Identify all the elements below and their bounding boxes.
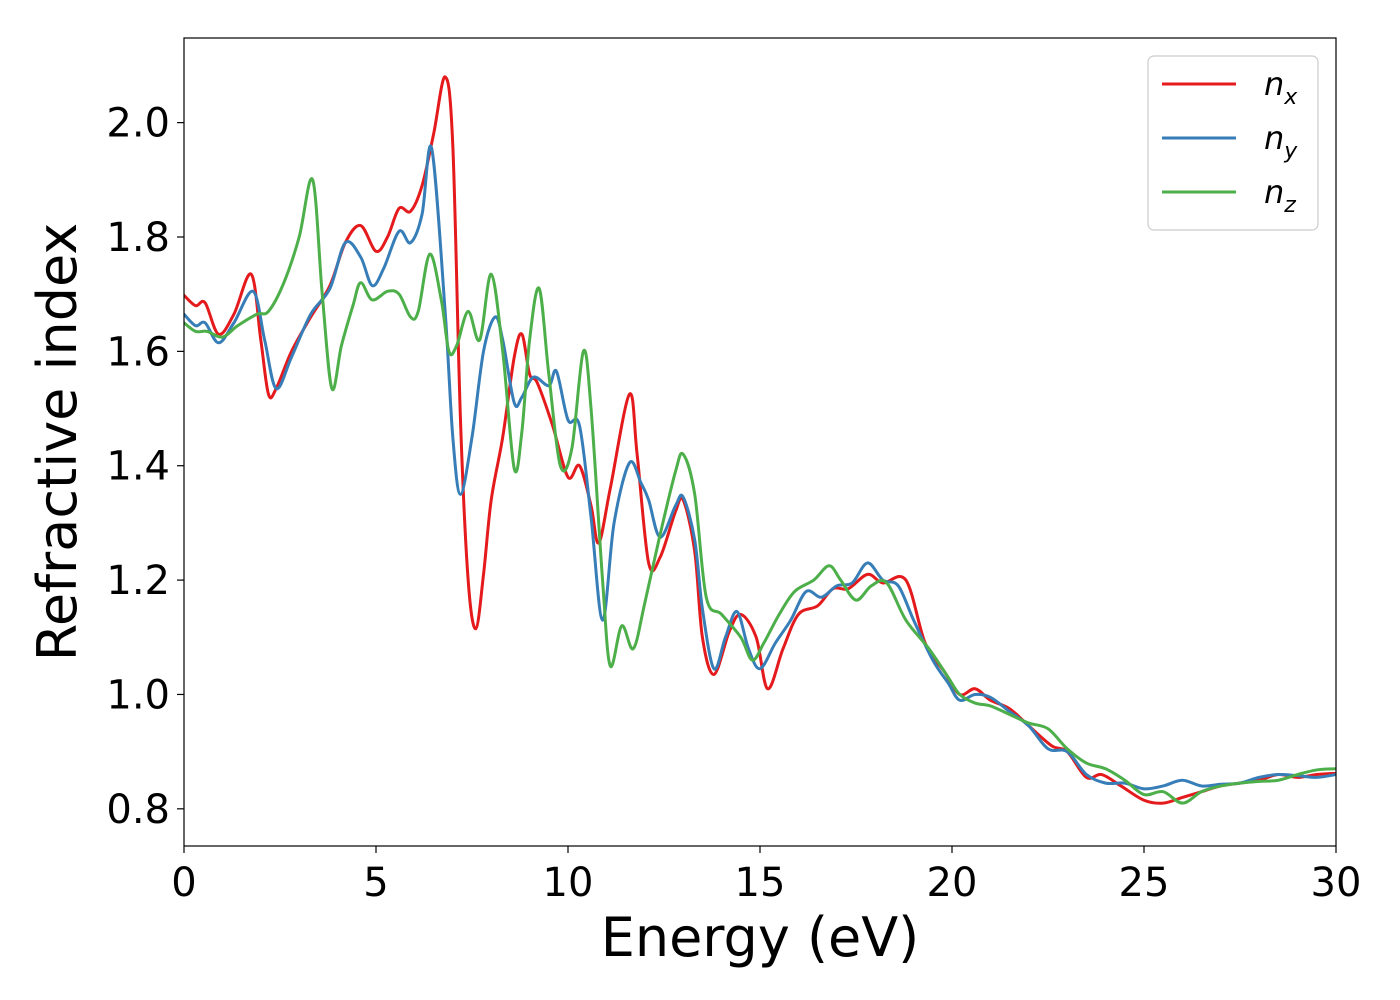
plot-area [184, 38, 1336, 846]
x-tick-label: 30 [1311, 860, 1362, 906]
y-axis-title: Refractive index [26, 223, 89, 662]
legend-label-nz: nz [1264, 173, 1296, 218]
y-tick-label: 1.4 [106, 444, 170, 490]
legend-label-main: n [1264, 119, 1284, 157]
y-tick-label: 0.8 [106, 787, 170, 833]
y-tick-label: 1.8 [106, 215, 170, 261]
legend-label-nx: nx [1264, 65, 1298, 110]
legend-label-main: n [1264, 65, 1284, 103]
legend-label-subscript: z [1283, 193, 1296, 218]
x-tick-label: 10 [543, 860, 594, 906]
legend-box [1147, 55, 1319, 231]
y-axis: 0.8 1.0 1.2 1.4 1.6 1.8 2.0 [106, 101, 184, 833]
x-tick-label: 20 [927, 860, 978, 906]
x-tick-label: 15 [735, 860, 786, 906]
legend-label-subscript: x [1283, 85, 1298, 110]
x-tick-label: 25 [1119, 860, 1170, 906]
x-tick-label: 0 [171, 860, 196, 906]
legend-label-main: n [1264, 173, 1284, 211]
y-tick-label: 1.6 [106, 329, 170, 375]
x-axis-title: Energy (eV) [601, 906, 920, 969]
x-tick-label: 5 [363, 860, 388, 906]
series-line-ny [184, 144, 1336, 791]
x-axis: 0 5 10 15 20 25 30 [171, 846, 1361, 906]
legend-label-subscript: y [1283, 139, 1298, 164]
y-tick-label: 2.0 [106, 101, 170, 147]
series-layer [184, 75, 1336, 805]
series-line-nz [184, 177, 1336, 805]
y-tick-label: 1.2 [106, 558, 170, 604]
y-tick-label: 1.0 [106, 672, 170, 718]
legend-label-ny: ny [1264, 119, 1298, 164]
